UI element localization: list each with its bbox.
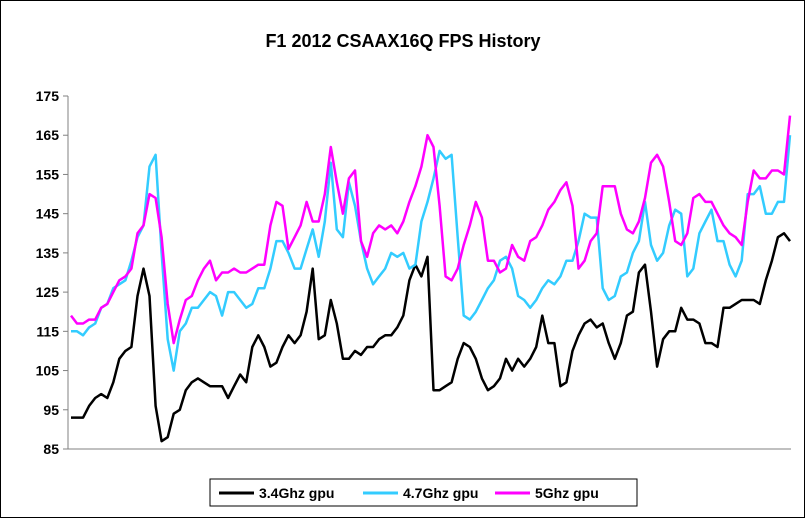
y-tick-label: 155 [36,166,60,182]
legend-label-1: 3.4Ghz gpu [259,485,334,501]
series-line-1 [71,232,791,443]
y-tick-label: 145 [36,206,60,222]
y-tick-label: 85 [43,441,59,457]
legend-label-3: 5Ghz gpu [535,485,599,501]
y-tick-label: 175 [36,88,60,104]
legend-label-2: 4.7Ghz gpu [403,485,478,501]
y-tick-label: 115 [36,323,59,339]
legend: 3.4Ghz gpu 4.7Ghz gpu 5Ghz gpu [209,478,638,507]
legend-box [209,478,638,507]
plot-area: 85 95 105 115 125 135 145 155 165 175 [36,88,792,457]
series-line-2 [71,135,792,372]
y-tick-label: 105 [36,363,60,379]
y-tick-label: 125 [36,284,60,300]
y-axis-ticks: 85 95 105 115 125 135 145 155 165 175 [36,88,68,457]
y-tick-label: 135 [36,245,60,261]
y-tick-label: 95 [43,402,59,418]
chart-title: F1 2012 CSAAX16Q FPS History [265,31,540,51]
series-lines [70,115,792,443]
series-line-3 [70,115,792,345]
y-tick-label: 165 [36,127,60,143]
